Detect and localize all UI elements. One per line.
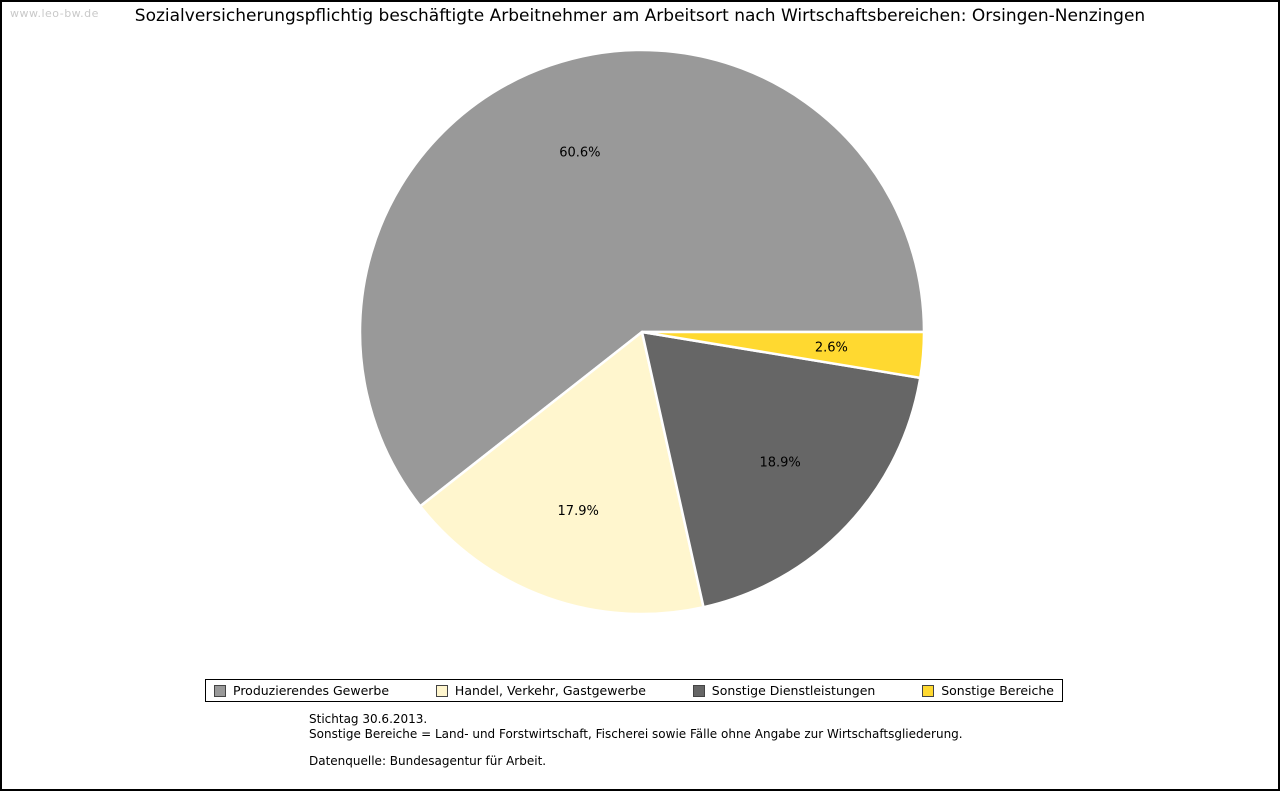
footnote-definition: Sonstige Bereiche = Land- und Forstwirts… <box>309 726 963 741</box>
pie-slice-4 <box>640 330 926 380</box>
pie-chart: 60.6% 17.9% 18.9% 2.6% <box>358 48 926 616</box>
legend-label: Sonstige Bereiche <box>941 683 1054 698</box>
chart-title: Sozialversicherungspflichtig beschäftigt… <box>134 6 1146 26</box>
pie-slice-1 <box>358 48 926 508</box>
pie-slice-3 <box>640 330 922 609</box>
slice-percentage-label: 18.9% <box>759 456 800 471</box>
legend-label: Sonstige Dienstleistungen <box>711 683 876 698</box>
legend-item-3: Sonstige Dienstleistungen <box>692 683 876 698</box>
footnote-datenquelle: Datenquelle: Bundesagentur für Arbeit. <box>309 754 547 768</box>
slice-percentage-label: 17.9% <box>558 504 599 519</box>
legend-box: Produzierendes Gewerbe Handel, Verkehr, G… <box>205 679 1063 702</box>
legend-item-2: Handel, Verkehr, Gastgewerbe <box>435 683 646 698</box>
legend-swatch-icon <box>692 684 705 697</box>
legend-item-1: Produzierendes Gewerbe <box>214 683 389 698</box>
legend-label: Produzierendes Gewerbe <box>233 683 390 698</box>
pie-slice-2 <box>419 330 705 616</box>
slice-percentage-label: 2.6% <box>815 341 848 356</box>
legend-label: Handel, Verkehr, Gastgewerbe <box>454 683 646 698</box>
watermark-text: www.leo-bw.de <box>10 7 99 20</box>
legend-swatch-icon <box>922 684 935 697</box>
slice-percentage-label: 60.6% <box>559 145 600 160</box>
footnotes: Stichtag 30.6.2013. Sonstige Bereiche = … <box>309 712 963 769</box>
legend-swatch-icon <box>214 684 226 697</box>
footnote-stichtag: Stichtag 30.6.2013. <box>309 712 428 726</box>
legend-swatch-icon <box>435 684 448 697</box>
legend-item-4: Sonstige Bereiche <box>922 683 1054 698</box>
